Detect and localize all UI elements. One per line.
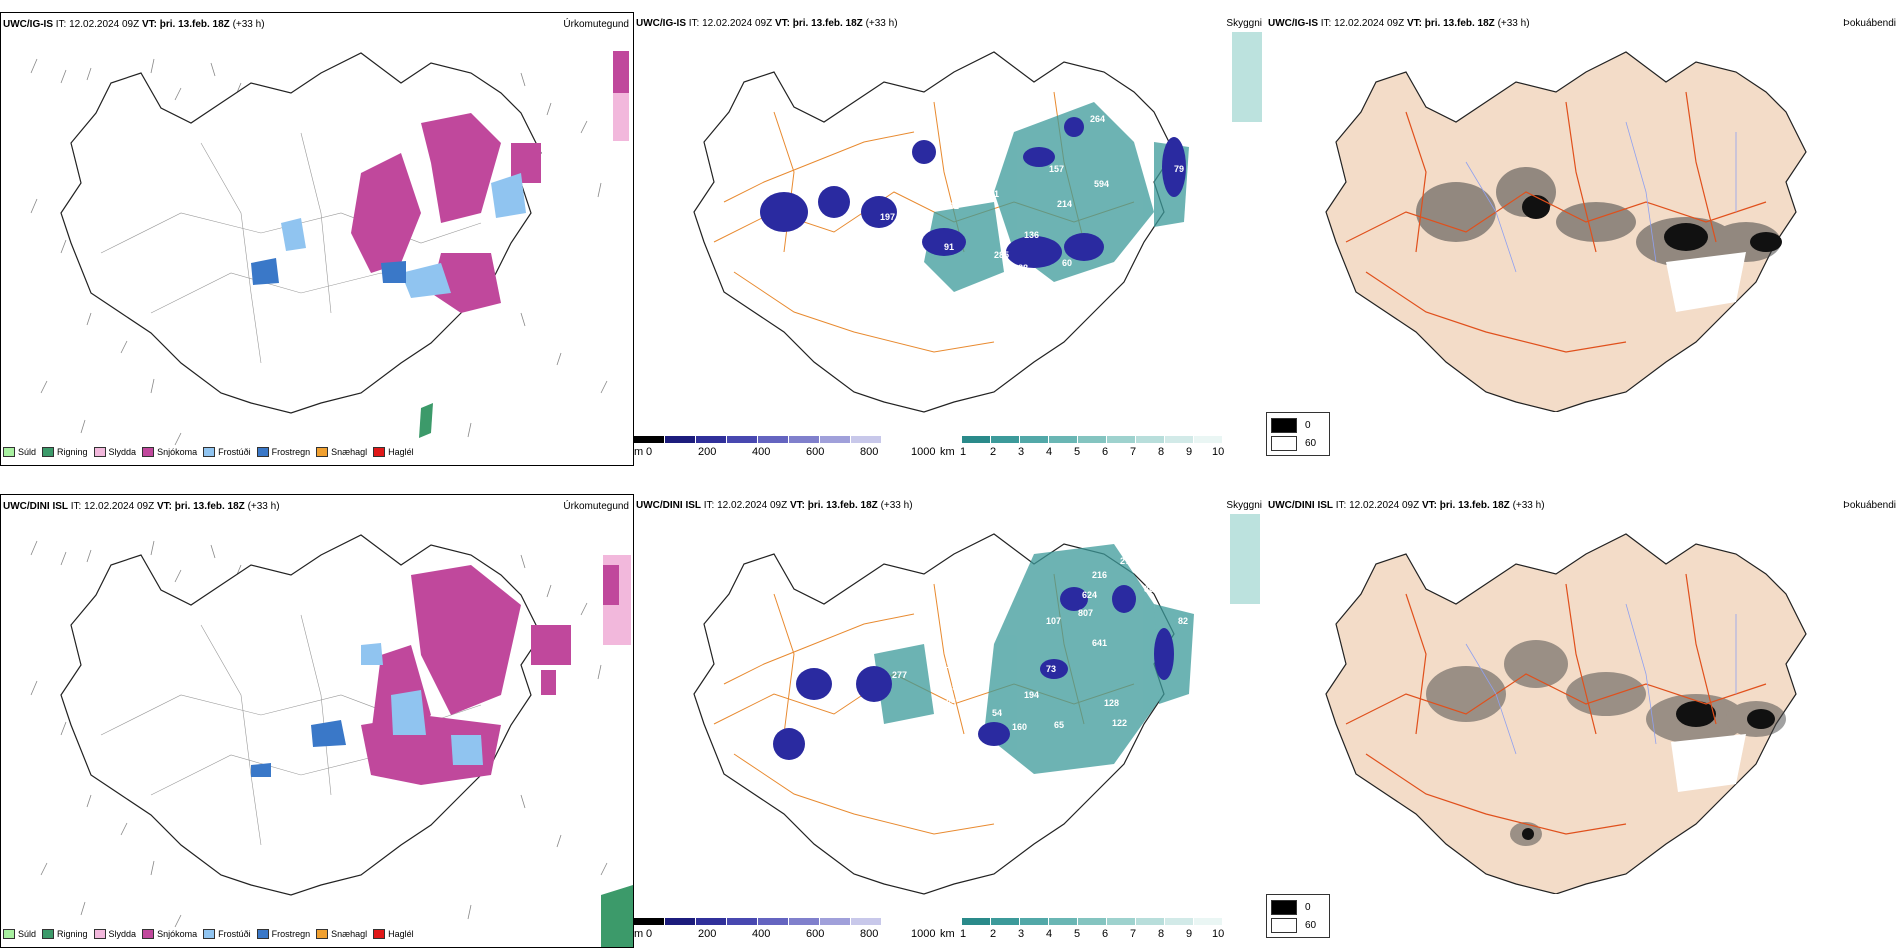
legend-item: Haglél xyxy=(373,929,414,939)
svg-text:85: 85 xyxy=(946,698,956,708)
precip-panel-top: UWC/IG-IS IT: 12.02.2024 09Z VT: þri. 13… xyxy=(0,12,634,466)
legend-item: Slydda xyxy=(93,929,136,939)
precip-legend-top: Súld Rigning Slydda Snjókoma Frostúði Fr… xyxy=(3,447,414,457)
fog-header-bottom: UWC/DINI ISL IT: 12.02.2024 09Z VT: þri.… xyxy=(1268,500,1545,511)
svg-text:151: 151 xyxy=(984,189,999,199)
svg-text:54: 54 xyxy=(992,708,1002,718)
fog-panel-bottom: UWC/DINI ISL IT: 12.02.2024 09Z VT: þri.… xyxy=(1266,494,1900,894)
svg-text:82: 82 xyxy=(1178,616,1188,626)
visibility-m-ticks-top: m 0 200 400 600 800 1000 xyxy=(634,446,936,458)
precip-title-bottom: Úrkomutegund xyxy=(563,501,629,512)
precip-snow-areas xyxy=(351,113,541,313)
precip-header-top: UWC/IG-IS IT: 12.02.2024 09Z VT: þri. 13… xyxy=(3,19,265,30)
visibility-m-colorbar-bottom xyxy=(634,918,882,925)
fog-legend-bottom: 0 60 xyxy=(1266,894,1330,938)
svg-text:270: 270 xyxy=(1120,556,1135,566)
svg-text:277: 277 xyxy=(892,670,907,680)
fog-title-top: Þokuábendi xyxy=(1843,18,1896,29)
svg-text:306: 306 xyxy=(1119,101,1134,111)
svg-text:264: 264 xyxy=(1090,114,1105,124)
svg-text:33: 33 xyxy=(794,304,804,314)
legend-item: Rigning xyxy=(42,447,88,457)
legend-item: Frostregn xyxy=(256,929,310,939)
svg-text:122: 122 xyxy=(1112,718,1127,728)
iceland-fog-map-top xyxy=(1325,51,1807,412)
visibility-panel-top: UWC/IG-IS IT: 12.02.2024 09Z VT: þri. 13… xyxy=(634,12,1266,472)
svg-text:197: 197 xyxy=(880,212,895,222)
legend-item: Rigning xyxy=(42,929,88,939)
legend-item: Frostúði xyxy=(203,929,251,939)
svg-text:81: 81 xyxy=(1114,259,1124,269)
svg-text:73: 73 xyxy=(1046,664,1056,674)
svg-text:285: 285 xyxy=(994,250,1009,260)
legend-item: Frostregn xyxy=(256,447,310,457)
fog-legend-top: 0 60 xyxy=(1266,412,1330,456)
iceland-visibility-map-top: 306 264 157 214 61 79 594 132 151 197 52… xyxy=(693,32,1262,413)
legend-item: Slydda xyxy=(93,447,136,457)
legend-item: Súld xyxy=(3,929,36,939)
legend-item: Snæhagl xyxy=(316,929,367,939)
svg-text:60: 60 xyxy=(1062,258,1072,268)
visibility-km-colorbar-top xyxy=(962,436,1223,443)
svg-text:641: 641 xyxy=(1092,638,1107,648)
svg-text:624: 624 xyxy=(1082,590,1097,600)
svg-text:52: 52 xyxy=(870,244,880,254)
svg-text:114: 114 xyxy=(946,660,961,670)
legend-item: Haglél xyxy=(373,447,414,457)
legend-item: Snjókoma xyxy=(142,929,197,939)
precip-panel-bottom: UWC/DINI ISL IT: 12.02.2024 09Z VT: þri.… xyxy=(0,494,634,948)
svg-text:157: 157 xyxy=(1049,164,1064,174)
svg-text:61: 61 xyxy=(1137,141,1147,151)
visibility-km-ticks-top: km 1 2 3 4 5 6 7 8 9 10 xyxy=(940,446,1225,458)
legend-item: Frostúði xyxy=(203,447,251,457)
visibility-header-bottom: UWC/DINI ISL IT: 12.02.2024 09Z VT: þri.… xyxy=(636,500,913,511)
visibility-title-top: Skyggni xyxy=(1226,18,1262,29)
visibility-panel-bottom: UWC/DINI ISL IT: 12.02.2024 09Z VT: þri.… xyxy=(634,494,1266,950)
svg-text:79: 79 xyxy=(1174,164,1184,174)
svg-text:194: 194 xyxy=(1024,690,1039,700)
svg-text:55: 55 xyxy=(876,260,886,270)
visibility-value-labels-top: 306 264 157 214 61 79 594 132 151 197 52… xyxy=(794,101,1184,314)
precip-header-bottom: UWC/DINI ISL IT: 12.02.2024 09Z VT: þri.… xyxy=(3,501,280,512)
fog-panel-top: UWC/IG-IS IT: 12.02.2024 09Z VT: þri. 13… xyxy=(1266,12,1900,412)
svg-text:128: 128 xyxy=(1104,698,1119,708)
legend-item: Snæhagl xyxy=(316,447,367,457)
svg-text:216: 216 xyxy=(1092,570,1107,580)
svg-text:91: 91 xyxy=(952,682,962,692)
iceland-fog-map-bottom xyxy=(1325,533,1807,894)
visibility-m-colorbar-top xyxy=(634,436,882,443)
svg-text:594: 594 xyxy=(1094,179,1109,189)
iceland-precip-map-bottom xyxy=(30,534,633,947)
visibility-header-top: UWC/IG-IS IT: 12.02.2024 09Z VT: þri. 13… xyxy=(636,18,898,29)
visibility-title-bottom: Skyggni xyxy=(1226,500,1262,511)
visibility-value-labels-bottom: 270 216 80 624 807 107 641 82 277 114 91… xyxy=(874,556,1188,732)
svg-text:107: 107 xyxy=(1046,616,1061,626)
svg-text:807: 807 xyxy=(1078,608,1093,618)
svg-text:88: 88 xyxy=(1018,263,1028,273)
iceland-precip-map-top xyxy=(30,51,629,446)
svg-text:75: 75 xyxy=(874,722,884,732)
svg-text:214: 214 xyxy=(1057,199,1072,209)
svg-text:65: 65 xyxy=(1054,720,1064,730)
precip-legend-bottom: Súld Rigning Slydda Snjókoma Frostúði Fr… xyxy=(3,929,414,939)
iceland-visibility-map-bottom: 270 216 80 624 807 107 641 82 277 114 91… xyxy=(693,514,1260,895)
fog-title-bottom: Þokuábendi xyxy=(1843,500,1896,511)
visibility-m-ticks-bottom: m 0 200 400 600 800 1000 xyxy=(634,928,936,940)
svg-text:91: 91 xyxy=(944,242,954,252)
fog-header-top: UWC/IG-IS IT: 12.02.2024 09Z VT: þri. 13… xyxy=(1268,18,1530,29)
svg-text:160: 160 xyxy=(1012,722,1027,732)
svg-text:136: 136 xyxy=(1024,230,1039,240)
svg-text:83: 83 xyxy=(896,238,906,248)
legend-item: Snjókoma xyxy=(142,447,197,457)
visibility-km-ticks-bottom: km 1 2 3 4 5 6 7 8 9 10 xyxy=(940,928,1225,940)
precip-title-top: Úrkomutegund xyxy=(563,19,629,30)
legend-item: Súld xyxy=(3,447,36,457)
svg-text:80: 80 xyxy=(1144,584,1154,594)
visibility-km-colorbar-bottom xyxy=(962,918,1223,925)
svg-text:132: 132 xyxy=(944,201,959,211)
